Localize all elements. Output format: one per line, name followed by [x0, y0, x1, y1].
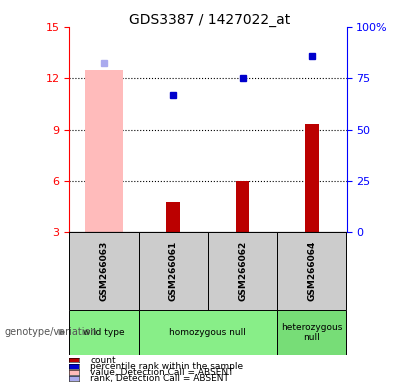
Text: GSM266062: GSM266062 [238, 241, 247, 301]
FancyBboxPatch shape [69, 232, 139, 310]
FancyBboxPatch shape [277, 232, 346, 310]
Text: GSM266061: GSM266061 [169, 241, 178, 301]
Text: GSM266064: GSM266064 [307, 241, 316, 301]
Text: wild type: wild type [83, 328, 125, 337]
Text: GSM266063: GSM266063 [100, 241, 108, 301]
Text: value, Detection Call = ABSENT: value, Detection Call = ABSENT [90, 368, 234, 377]
Text: heterozygous
null: heterozygous null [281, 323, 343, 342]
Bar [236, 181, 249, 232]
Bar [305, 124, 319, 232]
Bar [166, 202, 180, 232]
Bar [85, 70, 123, 232]
Text: GDS3387 / 1427022_at: GDS3387 / 1427022_at [129, 13, 291, 27]
FancyBboxPatch shape [208, 232, 277, 310]
Text: percentile rank within the sample: percentile rank within the sample [90, 362, 244, 371]
FancyBboxPatch shape [277, 310, 346, 355]
Text: genotype/variation: genotype/variation [4, 327, 97, 337]
Text: rank, Detection Call = ABSENT: rank, Detection Call = ABSENT [90, 374, 229, 383]
FancyBboxPatch shape [139, 310, 277, 355]
Text: count: count [90, 356, 116, 365]
Text: homozygous null: homozygous null [169, 328, 247, 337]
FancyBboxPatch shape [69, 310, 139, 355]
FancyBboxPatch shape [139, 232, 208, 310]
